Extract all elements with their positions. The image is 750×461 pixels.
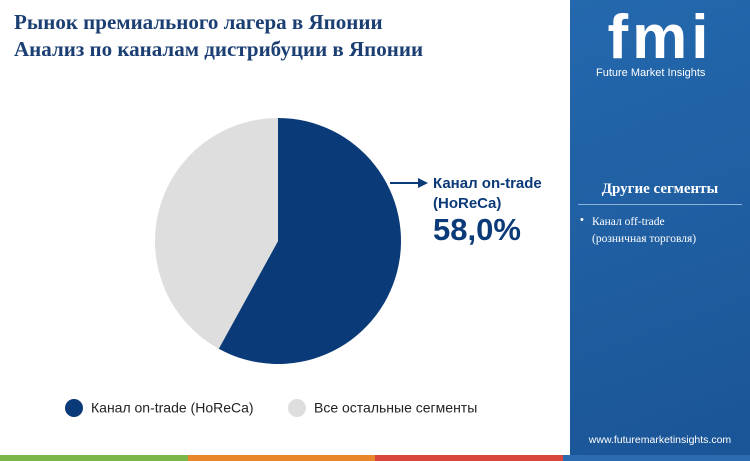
sidebar-item: Канал off-trade (розничная торговля) <box>592 216 697 245</box>
pie-slice <box>154 118 278 349</box>
legend-label: Канал on-trade (HoReCa) <box>91 400 254 416</box>
brand: Future Market Insights <box>596 67 706 79</box>
data-label: 58,0% <box>433 212 521 247</box>
sidebar-heading: Другие сегменты <box>601 181 719 197</box>
footer-strip <box>0 455 750 461</box>
callout-label: Канал on-trade (HoReCa) <box>433 175 542 212</box>
separator <box>578 204 742 205</box>
legend-marker <box>288 399 306 417</box>
chart-title: Рынок премиального лагера в Японии <box>14 10 383 34</box>
pie-slice <box>218 118 401 364</box>
bullet: • <box>580 214 584 226</box>
callout-arrow <box>418 178 428 188</box>
chart: Канал on-trade (HoReCa) Все остальные сег… <box>65 118 477 417</box>
logo: fmi <box>607 3 713 72</box>
legend-marker <box>65 399 83 417</box>
chart-subtitle: Анализ по каналам дистрибуции в Японии <box>14 37 424 61</box>
sidebar: fmi Future Market Insights Другие сегмен… <box>570 0 750 455</box>
legend-label: Все остальные сегменты <box>314 400 477 416</box>
website: www.futuremarketinsights.com <box>588 434 732 446</box>
